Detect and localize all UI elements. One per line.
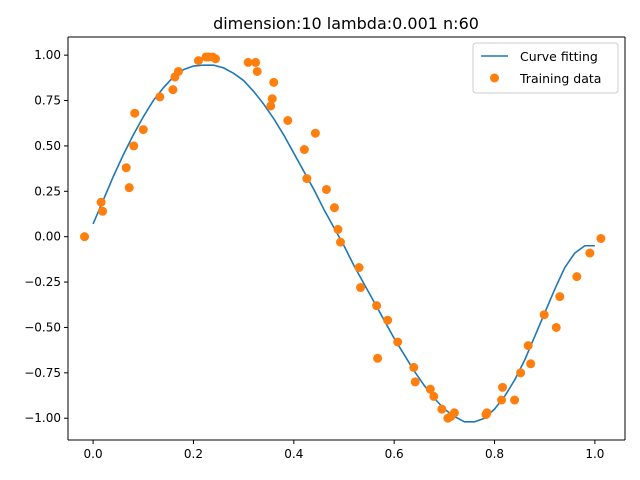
training-data-point [129, 141, 139, 151]
training-data-point [329, 203, 339, 213]
training-data-point [551, 322, 561, 332]
y-tick-label: −0.25 [24, 275, 61, 289]
x-tick-label: 0.2 [184, 447, 203, 461]
legend-label-curve: Curve fitting [520, 49, 598, 64]
x-tick-label: 0.6 [385, 447, 404, 461]
training-data-point [98, 206, 108, 216]
y-tick-label: −0.75 [24, 366, 61, 380]
training-data-point [130, 108, 140, 118]
legend-marker-swatch [490, 73, 499, 83]
chart-title: dimension:10 lambda:0.001 n:60 [213, 14, 479, 33]
training-data-point [596, 234, 606, 243]
training-data-point [393, 337, 403, 347]
training-data-point [510, 395, 520, 405]
training-data-point [516, 368, 526, 378]
training-data-point [425, 384, 435, 394]
y-tick-label: 1.00 [34, 48, 61, 62]
training-data-point [335, 237, 345, 247]
x-tick-label: 0.4 [284, 447, 303, 461]
plot-area: 0.0 0.2 0.4 0.6 0.8 1.0 1.00 0.75 0.50 0.25 0.00 −… [24, 36, 626, 461]
training-data-point [429, 391, 439, 401]
x-tick-label: 0.0 [84, 447, 103, 461]
training-data-point [266, 101, 276, 111]
training-data-point [437, 404, 447, 414]
training-data-point [302, 174, 312, 184]
y-axis-ticks: 1.00 0.75 0.50 0.25 0.00 −0.25 −0.50 −0.75 −1.00 [24, 48, 68, 425]
training-data-point [155, 92, 165, 102]
training-data-point [321, 184, 331, 194]
training-data-point [498, 382, 508, 392]
training-data-point [497, 395, 507, 405]
y-tick-label: −0.50 [24, 320, 61, 334]
training-data-point [373, 353, 383, 363]
training-data-point [539, 310, 549, 320]
training-data-point [356, 283, 366, 293]
training-data-point [526, 359, 536, 369]
training-data-point [283, 116, 293, 125]
training-data-point [252, 66, 262, 76]
y-tick-label: 0.00 [34, 230, 61, 244]
training-data-point [310, 128, 320, 138]
training-data-point [138, 125, 148, 135]
training-data-point [585, 248, 595, 258]
y-tick-label: 0.25 [34, 184, 61, 198]
x-tick-label: 1.0 [585, 447, 604, 461]
legend-label-training: Training data [519, 71, 601, 86]
legend-box [472, 42, 619, 94]
training-data-point [572, 272, 582, 282]
training-data-point [168, 85, 178, 95]
training-data-point [410, 377, 420, 387]
y-tick-label: 0.50 [34, 139, 61, 153]
x-axis-ticks: 0.0 0.2 0.4 0.6 0.8 1.0 [84, 440, 604, 461]
training-data-point [269, 77, 279, 87]
training-data-point [409, 362, 419, 372]
training-data-point [251, 57, 261, 67]
training-data-point [193, 56, 203, 66]
y-tick-label: 0.75 [34, 94, 61, 108]
y-tick-label: −1.00 [24, 411, 61, 425]
training-data-point [80, 232, 90, 242]
training-data-point [121, 163, 131, 173]
training-data-point [333, 224, 343, 234]
training-data-point [555, 292, 565, 302]
training-data-point [299, 145, 309, 155]
training-data-point [449, 408, 459, 418]
training-data-point [173, 66, 183, 76]
chart-legend: Curve fitting Training data [472, 42, 619, 94]
training-data-point [383, 315, 393, 325]
training-data-point [124, 183, 134, 193]
training-data-point [354, 263, 364, 273]
training-data-point [243, 57, 253, 67]
chart-marks [80, 52, 606, 423]
training-data-point [372, 301, 382, 311]
training-data-point [96, 197, 106, 207]
training-data-point [482, 408, 492, 418]
training-data-point [523, 341, 533, 351]
training-data-point [267, 94, 277, 104]
x-tick-label: 0.8 [485, 447, 504, 461]
plot-background [68, 37, 625, 440]
training-data-point [211, 54, 221, 64]
